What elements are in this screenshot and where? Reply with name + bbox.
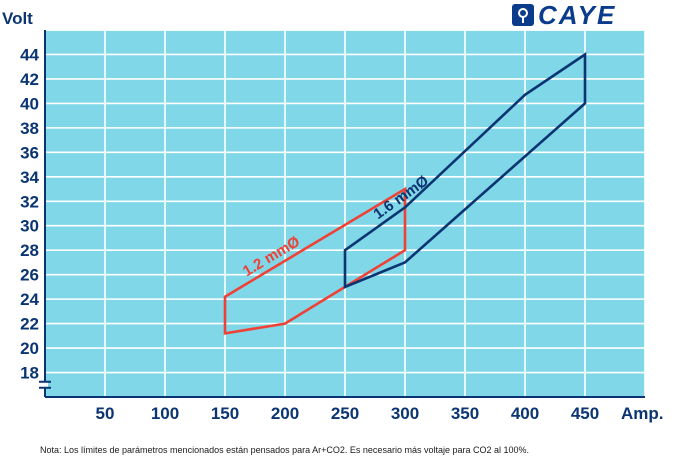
x-tick-label-50: 50 <box>96 404 115 423</box>
x-tick-label-150: 150 <box>211 404 239 423</box>
y-tick-label-26: 26 <box>20 266 39 285</box>
x-tick-label-400: 400 <box>511 404 539 423</box>
y-axis-label: Volt <box>2 9 33 28</box>
y-tick-label-30: 30 <box>20 217 39 236</box>
y-tick-label-38: 38 <box>20 119 39 138</box>
y-tick-label-22: 22 <box>20 315 39 334</box>
x-tick-label-350: 350 <box>451 404 479 423</box>
caye-logo: CAYE <box>512 2 616 28</box>
y-tick-label-34: 34 <box>20 168 39 187</box>
y-tick-label-42: 42 <box>20 70 39 89</box>
y-tick-label-32: 32 <box>20 192 39 211</box>
y-tick-label-40: 40 <box>20 94 39 113</box>
y-tick-label-36: 36 <box>20 143 39 162</box>
x-tick-label-250: 250 <box>331 404 359 423</box>
x-tick-label-100: 100 <box>151 404 179 423</box>
y-tick-label-44: 44 <box>20 45 39 64</box>
brand-name: CAYE <box>538 0 617 30</box>
y-tick-label-28: 28 <box>20 241 39 260</box>
caye-logo-icon <box>512 4 534 26</box>
footnote: Nota: Los límites de parámetros menciona… <box>40 445 530 455</box>
axes <box>39 30 645 398</box>
y-axis-break-mark <box>39 380 51 389</box>
axis-break-gap <box>42 381 48 388</box>
y-tick-labels: 18 20 22 24 26 28 30 32 34 36 38 40 42 44 <box>20 45 39 382</box>
x-tick-label-200: 200 <box>271 404 299 423</box>
y-tick-label-20: 20 <box>20 339 39 358</box>
x-tick-label-300: 300 <box>391 404 419 423</box>
y-tick-label-24: 24 <box>20 290 39 309</box>
x-tick-labels: 50 100 150 200 250 300 350 400 450 <box>96 404 600 423</box>
x-tick-label-450: 450 <box>571 404 599 423</box>
series-wire-1-6mm-outline <box>343 52 587 289</box>
x-axis-label: Amp. <box>621 404 664 423</box>
y-tick-label-18: 18 <box>20 364 39 383</box>
